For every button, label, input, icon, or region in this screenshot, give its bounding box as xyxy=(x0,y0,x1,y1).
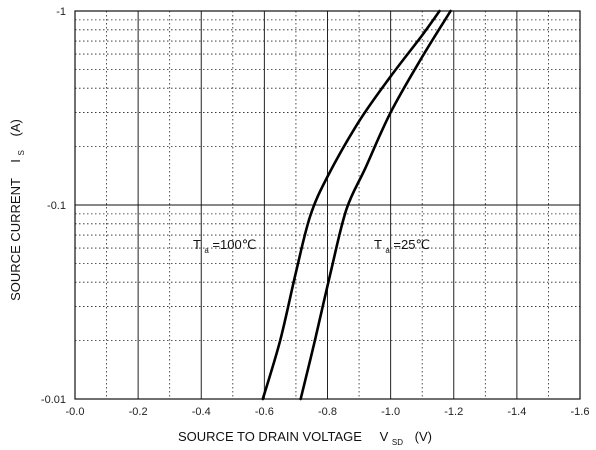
x-tick-labels: -0.0 -0.2 -0.4 -0.6 -0.8 -1.0 -1.2 -1.4 -1.6 xyxy=(66,406,590,418)
y-axis-title-text: SOURCE CURRENT xyxy=(8,178,23,301)
x-tick-label: -0.6 xyxy=(255,406,274,418)
x-axis-title: SOURCE TO DRAIN VOLTAGE V SD (V) xyxy=(178,429,432,448)
series-label-100c-rest: =100℃ xyxy=(212,237,256,252)
curve-100c xyxy=(261,9,441,401)
x-tick-label: -0.8 xyxy=(318,406,337,418)
y-tick-label: -1 xyxy=(56,6,66,18)
y-axis-title-group: SOURCE CURRENT I S (A) xyxy=(8,119,27,301)
x-tick-label: -1.6 xyxy=(571,406,590,418)
series-label-25c: T a =25℃ xyxy=(374,237,430,256)
x-axis-title-text: SOURCE TO DRAIN VOLTAGE xyxy=(178,429,362,444)
y-tick-label: -0.1 xyxy=(47,200,66,212)
curves xyxy=(261,9,452,401)
y-axis-title-unit: (A) xyxy=(8,119,23,136)
series-label-25c-main: T xyxy=(374,237,382,252)
y-tick-label: -0.01 xyxy=(41,394,66,406)
x-axis-title-symbol: V xyxy=(380,429,389,444)
series-label-25c-sub: a xyxy=(385,246,390,255)
x-tick-label: -1.4 xyxy=(507,406,526,418)
y-axis-title-symbol: I xyxy=(8,159,23,163)
x-tick-label: -0.2 xyxy=(129,406,148,418)
x-tick-label: -1.0 xyxy=(381,406,400,418)
y-axis-title: SOURCE CURRENT I S (A) xyxy=(8,119,27,301)
curve-25c xyxy=(299,9,452,401)
plot-frame xyxy=(74,10,581,400)
x-axis-title-subscript: SD xyxy=(392,438,403,447)
series-label-100c-main: T xyxy=(193,237,201,252)
series-label-100c: T a =100℃ xyxy=(193,237,256,256)
y-axis-title-subscript: S xyxy=(17,150,26,155)
x-axis-title-unit: (V) xyxy=(415,429,432,444)
x-tick-label: -1.2 xyxy=(444,406,463,418)
x-tick-label: -0.4 xyxy=(192,406,211,418)
y-tick-labels: -0.01 -0.1 -1 xyxy=(41,6,66,406)
series-label-25c-rest: =25℃ xyxy=(393,237,430,252)
series-label-100c-sub: a xyxy=(204,246,209,255)
x-tick-label: -0.0 xyxy=(66,406,85,418)
